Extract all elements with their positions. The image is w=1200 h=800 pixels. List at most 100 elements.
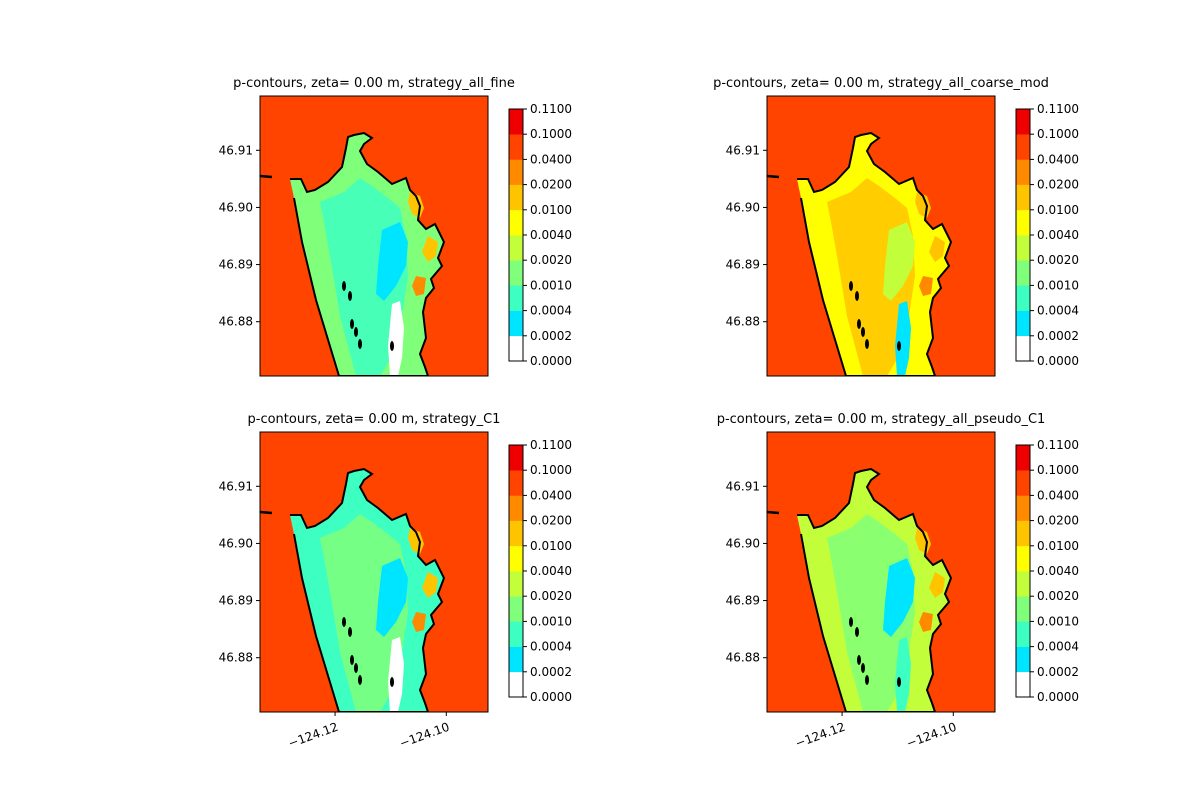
plot-area (259, 431, 489, 713)
bay-interior-b (827, 514, 915, 712)
colorbar-tick-label: 0.0100 (1037, 539, 1079, 553)
colorbar-segment (509, 646, 523, 673)
island-mark (390, 341, 394, 351)
colorbar-tick-label: 0.0010 (530, 278, 572, 292)
colorbar-tick-label: 0.0020 (530, 253, 572, 267)
island-mark (358, 675, 362, 685)
colorbar-segment (509, 520, 523, 547)
plot-area (766, 95, 996, 377)
island-mark (861, 663, 865, 673)
island-mark (857, 655, 861, 665)
island-mark (348, 291, 352, 301)
plot-frame (259, 95, 489, 377)
colorbar-segment (1016, 646, 1030, 673)
colorbar-tick-label: 0.1000 (1037, 463, 1079, 477)
colorbar-tick-label: 0.0100 (530, 539, 572, 553)
colorbar-tick-label: 0.1100 (1037, 102, 1079, 116)
colorbar-tick-label: 0.0000 (530, 354, 572, 368)
channel-south (895, 301, 911, 376)
jetty-line (767, 174, 780, 179)
colorbar-segment (509, 134, 523, 160)
plot-content (260, 432, 488, 712)
y-tick-label: 46.88 (726, 315, 760, 329)
colorbar-segment (1016, 260, 1030, 286)
shoal-c (412, 612, 426, 632)
chart-panel-2: p-contours, zeta= 0.00 m, strategy_all_c… (713, 76, 1079, 377)
colorbar-tick-label: 0.0000 (1037, 690, 1079, 704)
island-mark (342, 281, 346, 291)
x-tick-label: −124.10 (905, 720, 959, 751)
channel-north (376, 222, 408, 301)
colorbar-segment (509, 335, 523, 362)
shoal-c (919, 276, 933, 296)
plot-frame (766, 431, 996, 713)
colorbar-segment (1016, 445, 1030, 471)
colorbar-tick-label: 0.0002 (530, 329, 572, 343)
coastline (290, 131, 446, 376)
plot-content (767, 96, 995, 376)
island-mark (865, 339, 869, 349)
colorbar-segment (1016, 495, 1030, 521)
colorbar-tick-label: 0.0040 (1037, 228, 1079, 242)
colorbar-tick-label: 0.0100 (530, 203, 572, 217)
y-tick-label: 46.89 (726, 594, 760, 608)
colorbar-segment (509, 621, 523, 647)
y-tick-label: 46.90 (219, 200, 253, 214)
bay-interior-b (827, 178, 915, 376)
colorbar-segment (1016, 596, 1030, 622)
colorbar-segment (509, 571, 523, 597)
island-mark (354, 327, 358, 337)
island-mark (855, 291, 859, 301)
colorbar-segment (509, 445, 523, 471)
colorbar-tick-label: 0.1000 (530, 127, 572, 141)
y-tick-label: 46.88 (219, 651, 253, 665)
jetty-line (260, 174, 273, 179)
colorbar-tick-label: 0.0200 (530, 514, 572, 528)
colorbar-tick-label: 0.0040 (530, 228, 572, 242)
colorbar-tick-label: 0.0400 (1037, 488, 1079, 502)
panel-title: p-contours, zeta= 0.00 m, strategy_all_p… (717, 412, 1046, 427)
bay-interior-b (320, 514, 408, 712)
x-tick-label: −124.12 (286, 720, 340, 751)
colorbar-segment (1016, 159, 1030, 185)
colorbar-segment (1016, 470, 1030, 496)
plot-content (767, 432, 995, 712)
colorbar-tick-label: 0.0004 (1037, 640, 1079, 654)
island-mark (897, 341, 901, 351)
plot-content (260, 96, 488, 376)
colorbar-segment (1016, 285, 1030, 311)
island-mark (865, 675, 869, 685)
y-tick-label: 46.91 (726, 479, 760, 493)
island-mark (350, 655, 354, 665)
colorbar-tick-label: 0.0400 (1037, 152, 1079, 166)
colorbar-segment (509, 235, 523, 261)
y-tick-label: 46.91 (219, 143, 253, 157)
colorbar-tick-label: 0.0010 (1037, 614, 1079, 628)
colorbar-tick-label: 0.0020 (1037, 253, 1079, 267)
plot-area (766, 431, 996, 713)
colorbar-segment (1016, 235, 1030, 261)
colorbar-tick-label: 0.1000 (1037, 127, 1079, 141)
colorbar-segment (509, 470, 523, 496)
colorbar-segment (509, 310, 523, 337)
island-mark (358, 339, 362, 349)
shoal-b (422, 236, 438, 262)
chart-panel-3: p-contours, zeta= 0.00 m, strategy_C1 46.… (219, 412, 572, 751)
chart-panel-1: p-contours, zeta= 0.00 m, strategy_all_f… (219, 76, 572, 377)
colorbar-segment (509, 596, 523, 622)
chart-panel-4: p-contours, zeta= 0.00 m, strategy_all_p… (717, 412, 1079, 751)
colorbar-segment (509, 109, 523, 135)
colorbar-tick-label: 0.1100 (530, 438, 572, 452)
colorbar-tick-label: 0.0000 (530, 690, 572, 704)
colorbar-tick-label: 0.0004 (530, 640, 572, 654)
colorbar-tick-label: 0.0002 (530, 665, 572, 679)
shoal-b (929, 236, 945, 262)
colorbar-tick-label: 0.1100 (530, 102, 572, 116)
colorbar-tick-label: 0.0004 (1037, 304, 1079, 318)
plot-area (259, 95, 489, 377)
coastline (797, 131, 953, 376)
channel-south (388, 637, 404, 712)
island-mark (897, 677, 901, 687)
island-mark (354, 663, 358, 673)
shoal-c (919, 612, 933, 632)
